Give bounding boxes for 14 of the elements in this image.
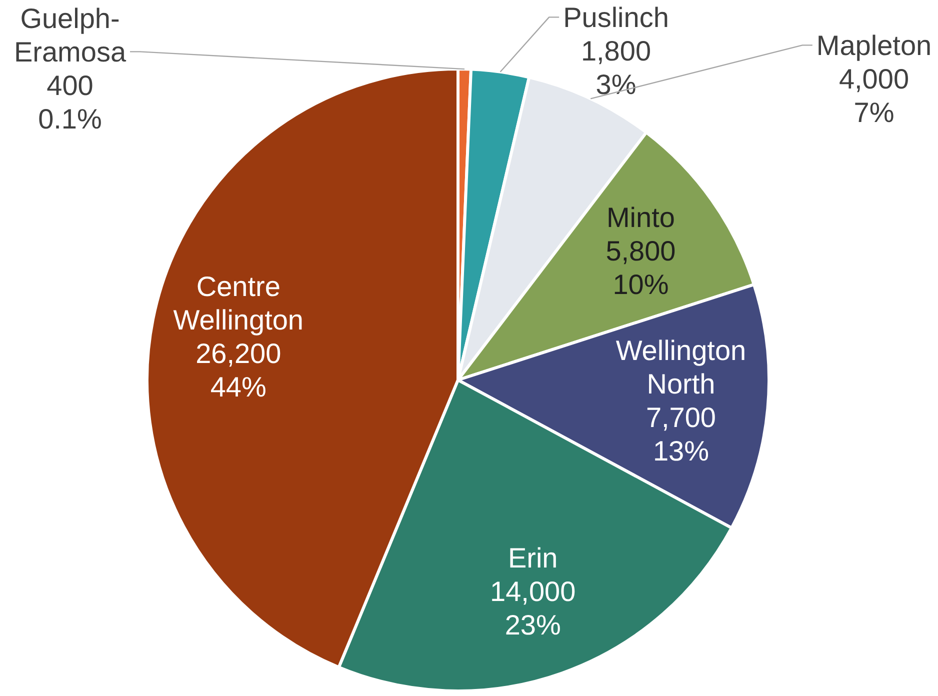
data-label: 7,700 13% (646, 402, 716, 467)
data-label: 1,800 3% (580, 36, 652, 100)
data-label: 14,000 23% (490, 576, 576, 640)
slice-label: Wellington North (616, 335, 746, 400)
slice-label: Erin (508, 542, 558, 574)
slice-label: Centre Wellington (173, 270, 304, 336)
data-label: 26,200 44% (196, 338, 282, 402)
slice-label: Guelph-Eramosa (14, 3, 126, 68)
slice-label: Mapleton (816, 30, 932, 61)
data-label: 4,000 7% (838, 64, 910, 128)
data-label: 5,800 10% (606, 235, 676, 300)
data-label: 400 0.1% (38, 70, 102, 134)
slice-label: Minto (606, 202, 675, 233)
slice-label: Puslinch (563, 2, 669, 33)
